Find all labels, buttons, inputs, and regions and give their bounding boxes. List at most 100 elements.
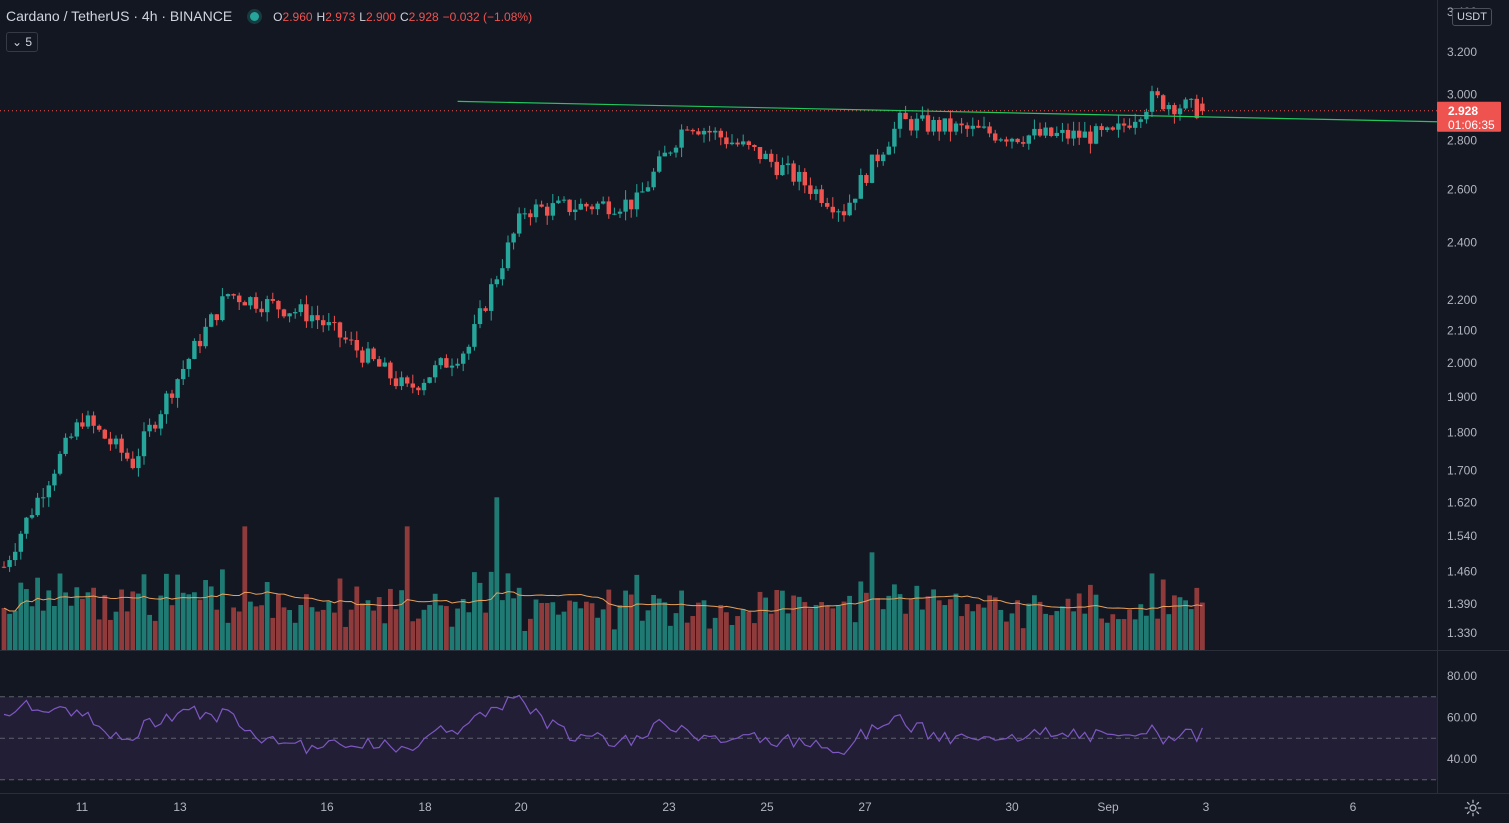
candle bbox=[24, 516, 29, 539]
candle bbox=[253, 292, 259, 313]
volume-bar bbox=[528, 618, 533, 650]
volume-bar bbox=[595, 617, 600, 650]
volume-bar bbox=[516, 587, 522, 650]
candle-body bbox=[802, 171, 807, 186]
candle bbox=[477, 300, 483, 329]
candle bbox=[276, 300, 281, 319]
candle bbox=[97, 424, 102, 432]
candle bbox=[1189, 98, 1194, 108]
volume-bar bbox=[1015, 600, 1020, 650]
volume-bar bbox=[914, 585, 920, 650]
candle bbox=[679, 124, 684, 158]
volume-bar bbox=[612, 629, 617, 650]
candle-body bbox=[29, 515, 35, 518]
candle bbox=[382, 357, 387, 367]
candle-body bbox=[309, 315, 315, 322]
volume-bar bbox=[679, 590, 684, 650]
candle bbox=[309, 306, 315, 329]
volume-bar bbox=[96, 619, 102, 650]
candle-body bbox=[321, 320, 326, 326]
candle-body bbox=[298, 304, 303, 313]
candle bbox=[326, 313, 331, 331]
volume-bar bbox=[1121, 619, 1127, 650]
candle-body bbox=[1065, 129, 1071, 139]
candle-body bbox=[326, 322, 331, 326]
volume-bar bbox=[432, 593, 438, 650]
volume-bar bbox=[1194, 587, 1200, 650]
candle-body bbox=[242, 302, 247, 306]
candle bbox=[287, 313, 292, 323]
candle bbox=[371, 346, 376, 362]
candle bbox=[701, 127, 707, 143]
candle bbox=[1127, 118, 1132, 130]
rsi-band bbox=[0, 696, 1437, 780]
candle-body bbox=[293, 312, 298, 314]
candle bbox=[433, 360, 438, 383]
volume-bar bbox=[964, 604, 970, 650]
candle bbox=[293, 308, 298, 319]
candle bbox=[209, 312, 214, 328]
candle bbox=[976, 119, 981, 129]
candle-body bbox=[102, 429, 107, 439]
volume-bar bbox=[1037, 601, 1043, 650]
volume-bar bbox=[931, 589, 936, 650]
candle-body bbox=[113, 438, 119, 445]
volume-bar bbox=[225, 622, 231, 650]
candle-body bbox=[897, 112, 903, 129]
candle-body bbox=[550, 203, 555, 216]
candle-body bbox=[1037, 128, 1043, 136]
candle-body bbox=[1110, 127, 1115, 130]
candle-body bbox=[584, 203, 589, 207]
candle-body bbox=[640, 191, 645, 193]
volume-bar bbox=[203, 580, 208, 650]
volume-bar bbox=[455, 608, 460, 650]
volume-bar bbox=[992, 597, 998, 650]
candle bbox=[153, 421, 158, 433]
last-price-label: 2.928 bbox=[1448, 104, 1478, 118]
candle-body bbox=[41, 497, 46, 499]
volume-bar bbox=[864, 592, 869, 650]
candle bbox=[886, 141, 891, 155]
candle-body bbox=[1099, 126, 1104, 130]
volume-bar bbox=[242, 526, 248, 650]
symbol-title[interactable]: Cardano / TetherUS · 4h · BINANCE bbox=[6, 8, 233, 24]
candle bbox=[29, 508, 35, 520]
volume-bar bbox=[645, 610, 651, 650]
candle-body bbox=[69, 436, 74, 438]
volume-bar bbox=[1099, 618, 1104, 650]
candle bbox=[953, 121, 959, 136]
candle bbox=[550, 193, 555, 221]
volume-bar bbox=[343, 626, 348, 650]
gear-icon[interactable] bbox=[1462, 797, 1484, 819]
candle-body bbox=[382, 362, 387, 367]
volume-bar bbox=[197, 599, 203, 650]
volume-bar bbox=[1183, 600, 1188, 650]
volume-bar bbox=[80, 598, 85, 650]
volume-bar bbox=[427, 604, 432, 650]
candle bbox=[46, 480, 51, 507]
candle bbox=[567, 199, 572, 216]
candle-body bbox=[780, 165, 785, 176]
volume-bar bbox=[836, 605, 841, 650]
candle bbox=[925, 108, 931, 135]
candle bbox=[707, 125, 712, 142]
candle-body bbox=[169, 393, 175, 398]
candle bbox=[1077, 122, 1082, 145]
candle-body bbox=[1049, 127, 1054, 136]
candle-body bbox=[959, 123, 964, 126]
candle-body bbox=[522, 213, 527, 215]
candle bbox=[802, 168, 807, 194]
volume-bar bbox=[1188, 609, 1194, 650]
currency-label[interactable]: USDT bbox=[1452, 8, 1492, 26]
time-tick-label: Sep bbox=[1097, 800, 1119, 814]
candle bbox=[1093, 123, 1099, 145]
volume-bar bbox=[740, 609, 746, 650]
time-tick-label: 18 bbox=[418, 800, 432, 814]
candle-body bbox=[438, 358, 443, 366]
volume-bar bbox=[712, 617, 718, 650]
candle-body bbox=[578, 203, 583, 210]
indicator-legend-toggle[interactable]: ⌄ 5 bbox=[6, 32, 39, 52]
candle bbox=[259, 301, 264, 317]
candle-body bbox=[931, 119, 936, 132]
